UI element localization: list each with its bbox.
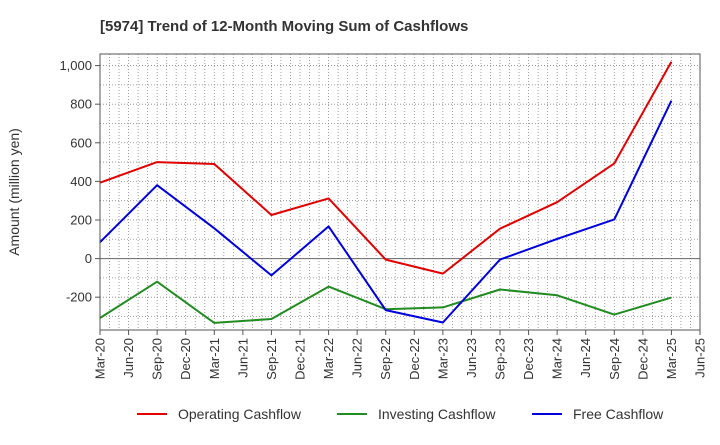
axis-ticks: -200 0 200 400 600 800 1,000 Mar-20 Jun-20 Sep-20… [59,58,707,380]
x-tick-label: Dec-23 [521,338,536,380]
free-cashflow-line [99,100,673,324]
x-tick-label: Jun-20 [121,338,136,378]
x-tick-label: Sep-20 [150,338,165,380]
plot-frame [99,53,701,331]
y-tick-label: -200 [66,290,92,305]
x-tick-label: Mar-23 [435,338,450,379]
x-tick-label: Dec-21 [293,338,308,380]
chart-title: [5974] Trend of 12-Month Moving Sum of C… [100,18,468,35]
x-tick-label: Sep-23 [493,338,508,380]
y-tick-label: 0 [85,251,92,266]
grid-lines [100,54,700,330]
x-tick-label: Jun-24 [578,338,593,378]
series-lines [99,61,673,324]
x-tick-label: Mar-24 [550,338,565,379]
operating-cashflow-line [99,61,673,275]
x-tick-label: Mar-25 [664,338,679,379]
y-tick-label: 600 [70,135,92,150]
x-tick-label: Jun-22 [350,338,365,378]
x-tick-label: Mar-21 [207,338,222,379]
legend-label-free-cashflow: Free Cashflow [573,406,664,422]
x-tick-label: Dec-24 [635,338,650,380]
chart-legend: Operating Cashflow Investing Cashflow Free… [137,406,664,422]
y-tick-label: 200 [70,212,92,227]
y-axis-label: Amount (million yen) [6,128,22,256]
x-tick-label: Dec-22 [407,338,422,380]
y-tick-label: 1,000 [59,58,92,73]
y-tick-label: 400 [70,174,92,189]
legend-label-operating-cashflow: Operating Cashflow [178,406,302,422]
x-tick-label: Dec-20 [178,338,193,380]
x-tick-label: Jun-25 [693,338,708,378]
y-tick-label: 800 [70,97,92,112]
x-tick-label: Jun-21 [235,338,250,378]
x-tick-label: Sep-22 [378,338,393,380]
legend-label-investing-cashflow: Investing Cashflow [378,406,496,422]
x-tick-label: Jun-23 [464,338,479,378]
x-tick-label: Mar-20 [93,338,108,379]
x-tick-label: Sep-21 [264,338,279,380]
x-tick-label: Mar-22 [321,338,336,379]
x-tick-label: Sep-24 [607,338,622,380]
